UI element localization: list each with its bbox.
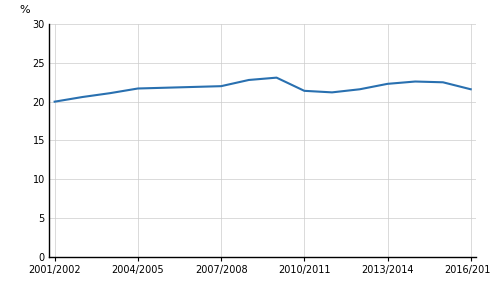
Text: %: %: [19, 5, 30, 15]
